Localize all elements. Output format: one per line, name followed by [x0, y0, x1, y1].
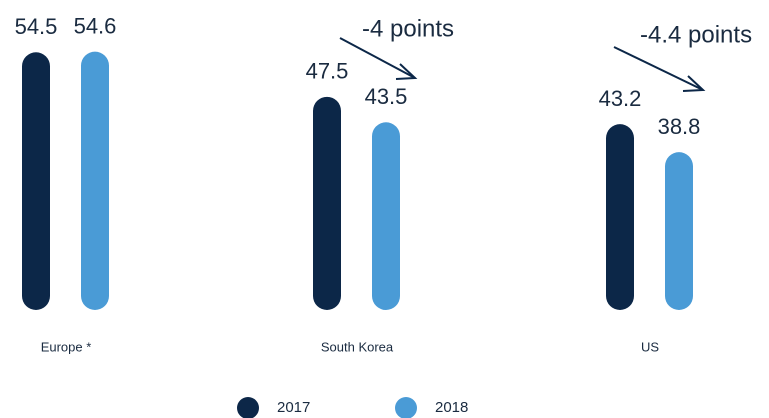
bar	[606, 124, 634, 310]
bar	[372, 122, 400, 310]
arrow-head	[395, 63, 418, 80]
arrow	[339, 37, 416, 79]
value-label: 43.5	[365, 84, 408, 109]
legend-swatch	[395, 397, 417, 418]
annotation: -4.4 points	[640, 21, 752, 48]
value-label: 54.5	[15, 14, 58, 39]
bar	[22, 52, 50, 310]
legend-swatch	[237, 397, 259, 418]
annotation-arrows	[339, 37, 706, 92]
value-label: 47.5	[306, 59, 349, 84]
bar	[665, 152, 693, 310]
value-label: 43.2	[599, 86, 642, 111]
bar	[313, 96, 341, 311]
bar	[81, 51, 109, 311]
annotation: -4 points	[362, 15, 454, 42]
arrow	[613, 46, 704, 91]
legend-label: 2017	[277, 399, 310, 416]
x-tick-label: Europe *	[41, 339, 92, 354]
value-label: 54.6	[74, 13, 117, 38]
x-tick-label: US	[641, 339, 659, 354]
x-tick-label: South Korea	[321, 339, 394, 354]
arrow-head	[682, 75, 706, 92]
value-label: 38.8	[658, 114, 701, 139]
legend-label: 2018	[435, 399, 468, 416]
